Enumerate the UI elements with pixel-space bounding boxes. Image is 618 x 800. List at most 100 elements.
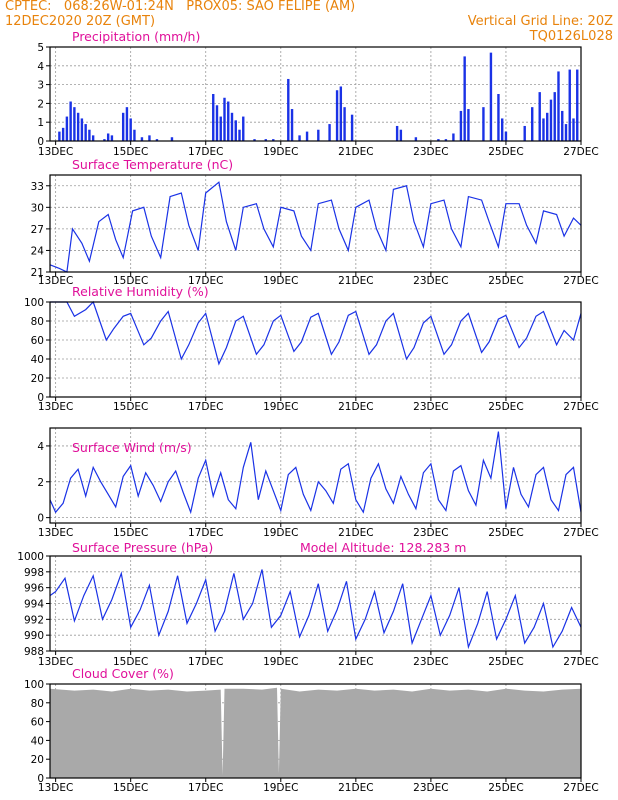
precip-bar — [106, 133, 110, 141]
panel-frame — [49, 46, 582, 142]
y-tick-label: 40 — [31, 735, 44, 747]
y-tick-label: 60 — [31, 335, 44, 347]
x-tick-label: 13DEC — [38, 146, 73, 158]
precip-bar — [84, 124, 87, 141]
y-tick-label: 0 — [37, 392, 44, 404]
precip-bar — [234, 120, 237, 141]
panel-frame — [49, 174, 582, 273]
precip-bar — [343, 107, 346, 141]
precip-bar — [155, 139, 159, 141]
y-tick-label: 80 — [31, 316, 44, 328]
panel-title: Surface Pressure (hPa) — [72, 540, 213, 555]
precip-bar — [339, 86, 343, 141]
y-tick-label: 2 — [37, 98, 44, 110]
precip-bar — [287, 78, 290, 141]
x-tick-label: 19DEC — [263, 275, 298, 287]
x-tick-label: 21DEC — [338, 782, 373, 794]
precip-bar — [497, 94, 500, 141]
precip-bar — [140, 137, 144, 141]
precip-bar — [219, 116, 222, 141]
precip-bar — [335, 90, 339, 141]
precip-bar — [444, 139, 448, 141]
y-tick-label: 60 — [31, 717, 44, 729]
x-tick-label: 27DEC — [563, 146, 598, 158]
precip-bar — [549, 99, 553, 141]
x-tick-label: 23DEC — [413, 782, 448, 794]
precip-bar — [80, 118, 84, 141]
x-tick-label: 19DEC — [263, 146, 298, 158]
y-tick-label: 994 — [24, 599, 44, 611]
x-tick-label: 19DEC — [263, 401, 298, 413]
precip-bar — [572, 118, 575, 141]
precip-bar — [561, 110, 564, 141]
x-tick-label: 23DEC — [413, 401, 448, 413]
x-tick-label: 17DEC — [188, 401, 223, 413]
series-line — [49, 181, 582, 273]
x-tick-label: 15DEC — [113, 782, 148, 794]
precip-bar — [542, 118, 545, 141]
precip-bar — [504, 131, 508, 141]
x-tick-label: 19DEC — [263, 527, 298, 539]
x-tick-label: 23DEC — [413, 146, 448, 158]
precip-bar — [463, 56, 466, 141]
header-model-id: TQ0126L028 — [529, 29, 613, 44]
precip-bar — [76, 112, 80, 141]
x-tick-label: 15DEC — [113, 146, 148, 158]
x-tick-label: 17DEC — [188, 146, 223, 158]
precip-bar — [73, 107, 76, 141]
x-tick-label: 21DEC — [338, 146, 373, 158]
y-tick-label: 33 — [31, 181, 44, 193]
y-tick-label: 20 — [31, 373, 44, 385]
precip-bar — [305, 131, 309, 141]
precip-bar — [557, 71, 560, 141]
precip-bar — [272, 139, 275, 141]
precip-bar — [91, 135, 95, 141]
precip-bar — [350, 114, 354, 141]
x-tick-label: 15DEC — [113, 401, 148, 413]
precip-bar — [489, 52, 493, 141]
precip-bar — [564, 124, 568, 141]
panel-title: Surface Wind (m/s) — [72, 440, 192, 455]
x-tick-label: 27DEC — [563, 275, 598, 287]
precip-bar — [253, 139, 256, 141]
y-tick-label: 4 — [37, 441, 44, 453]
y-tick-label: 990 — [24, 630, 44, 642]
precip-bar — [523, 125, 526, 141]
precip-bar — [500, 118, 504, 141]
series-line — [49, 431, 582, 515]
x-tick-label: 21DEC — [338, 401, 373, 413]
y-tick-label: 0 — [37, 773, 44, 785]
y-tick-label: 24 — [31, 245, 45, 257]
precip-bar — [238, 129, 241, 141]
precip-bar — [215, 105, 219, 141]
x-tick-label: 17DEC — [188, 527, 223, 539]
precip-bar — [121, 112, 125, 141]
y-tick-label: 100 — [24, 679, 44, 691]
precip-bar — [110, 135, 114, 141]
y-tick-label: 40 — [31, 354, 44, 366]
y-tick-label: 30 — [31, 202, 44, 214]
y-tick-label: 2 — [37, 477, 44, 489]
header-date: 12DEC2020 20Z (GMT) — [5, 14, 156, 29]
y-tick-label: 1000 — [17, 551, 44, 563]
precip-bar — [125, 107, 129, 141]
x-tick-label: 13DEC — [38, 275, 73, 287]
x-tick-label: 23DEC — [413, 527, 448, 539]
precip-bar — [459, 110, 463, 141]
series-line — [50, 300, 582, 366]
x-tick-label: 21DEC — [338, 275, 373, 287]
precip-bar — [328, 124, 331, 141]
x-tick-label: 27DEC — [563, 527, 598, 539]
x-tick-label: 13DEC — [38, 401, 73, 413]
panel-frame — [49, 427, 582, 524]
panel-title: Cloud Cover (%) — [72, 666, 174, 681]
precip-bar — [467, 109, 470, 141]
x-tick-label: 13DEC — [38, 782, 73, 794]
precip-bar — [58, 131, 61, 141]
x-tick-label: 25DEC — [488, 146, 523, 158]
precip-bar — [65, 116, 69, 141]
precip-bar — [103, 139, 106, 141]
precip-bar — [129, 118, 132, 141]
precip-bar — [395, 125, 399, 141]
panel-frame — [49, 301, 582, 398]
